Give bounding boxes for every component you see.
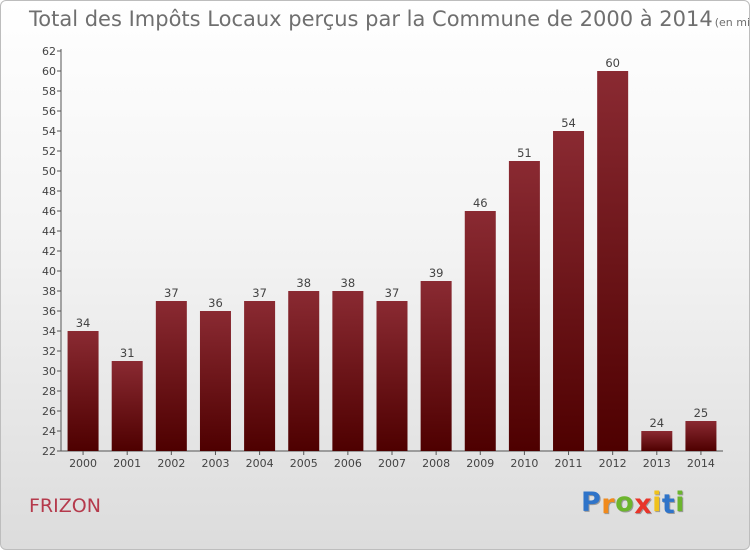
x-tick-label: 2003 [201, 457, 229, 470]
x-tick-label: 2007 [378, 457, 406, 470]
value-label: 25 [694, 406, 709, 420]
chart-title-block: Total des Impôts Locaux perçus par la Co… [29, 7, 750, 31]
bar [376, 301, 408, 451]
x-tick-label: 2000 [69, 457, 97, 470]
y-tick-label: 62 [42, 45, 56, 58]
bar [641, 431, 673, 451]
logo-letter: o [615, 487, 635, 518]
value-label: 37 [252, 286, 267, 300]
bar [464, 211, 496, 451]
y-tick-label: 24 [42, 425, 56, 438]
unit-note: (en milliers d'€) [714, 16, 750, 29]
bar [67, 331, 99, 451]
logo-letter: i [675, 487, 686, 518]
bar [155, 301, 187, 451]
y-tick-label: 50 [42, 165, 56, 178]
y-tick-label: 30 [42, 365, 56, 378]
bar [111, 361, 143, 451]
y-tick-label: 22 [42, 445, 56, 458]
x-tick-label: 2009 [466, 457, 494, 470]
value-label: 39 [429, 266, 444, 280]
y-tick-label: 48 [42, 185, 56, 198]
bar [332, 291, 364, 451]
bar [244, 301, 276, 451]
value-label: 37 [385, 286, 400, 300]
x-tick-label: 2011 [555, 457, 583, 470]
value-label: 60 [605, 56, 620, 70]
bar [508, 161, 540, 451]
x-tick-label: 2005 [290, 457, 318, 470]
value-label: 37 [164, 286, 179, 300]
bar [597, 71, 629, 451]
x-tick-label: 2001 [113, 457, 141, 470]
y-tick-label: 58 [42, 85, 56, 98]
value-label: 24 [649, 416, 664, 430]
y-tick-label: 46 [42, 205, 56, 218]
y-tick-label: 52 [42, 145, 56, 158]
value-label: 38 [341, 276, 356, 290]
value-label: 34 [76, 316, 91, 330]
bar [199, 311, 231, 451]
logo-letter: t [661, 489, 676, 520]
logo-letter: P [581, 487, 602, 518]
commune-name: FRIZON [29, 495, 101, 517]
y-tick-label: 54 [42, 125, 56, 138]
x-tick-label: 2008 [422, 457, 450, 470]
y-tick-label: 34 [42, 325, 56, 338]
bars: 34 31 37 36 37 38 38 37 39 46 51 54 60 24 25 [67, 56, 717, 451]
logo-letter: r [601, 489, 616, 520]
logo-letter: x [634, 489, 653, 520]
bar [288, 291, 320, 451]
y-tick-label: 36 [42, 305, 56, 318]
x-tick-label: 2002 [157, 457, 185, 470]
value-label: 31 [120, 346, 135, 360]
x-axis-ticks: 2000 2001 2002 2003 2004 2005 2006 2007 2008 2009… [69, 451, 715, 470]
chart-title: Total des Impôts Locaux perçus par la Co… [29, 7, 713, 31]
y-tick-label: 56 [42, 105, 56, 118]
y-axis-ticks: 22 24 26 28 30 32 34 36 38 40 42 44 46 48 50 52 54 56 58 60… [42, 45, 61, 458]
logo-letter: i [652, 487, 662, 518]
x-tick-label: 2006 [334, 457, 362, 470]
y-tick-label: 40 [42, 265, 56, 278]
bar [420, 281, 452, 451]
y-tick-label: 60 [42, 65, 56, 78]
value-label: 36 [208, 296, 223, 310]
proxiti-logo: Proxiti [581, 487, 686, 520]
y-tick-label: 28 [42, 385, 56, 398]
y-tick-label: 44 [42, 225, 56, 238]
value-label: 46 [473, 196, 488, 210]
y-tick-label: 38 [42, 285, 56, 298]
value-label: 38 [296, 276, 311, 290]
x-tick-label: 2012 [599, 457, 627, 470]
y-tick-label: 26 [42, 405, 56, 418]
x-tick-label: 2010 [510, 457, 538, 470]
value-label: 54 [561, 116, 576, 130]
y-tick-label: 42 [42, 245, 56, 258]
bar [685, 421, 717, 451]
bar [553, 131, 585, 451]
value-label: 51 [517, 146, 532, 160]
y-tick-label: 32 [42, 345, 56, 358]
x-tick-label: 2013 [643, 457, 671, 470]
x-tick-label: 2004 [246, 457, 274, 470]
x-tick-label: 2014 [687, 457, 715, 470]
